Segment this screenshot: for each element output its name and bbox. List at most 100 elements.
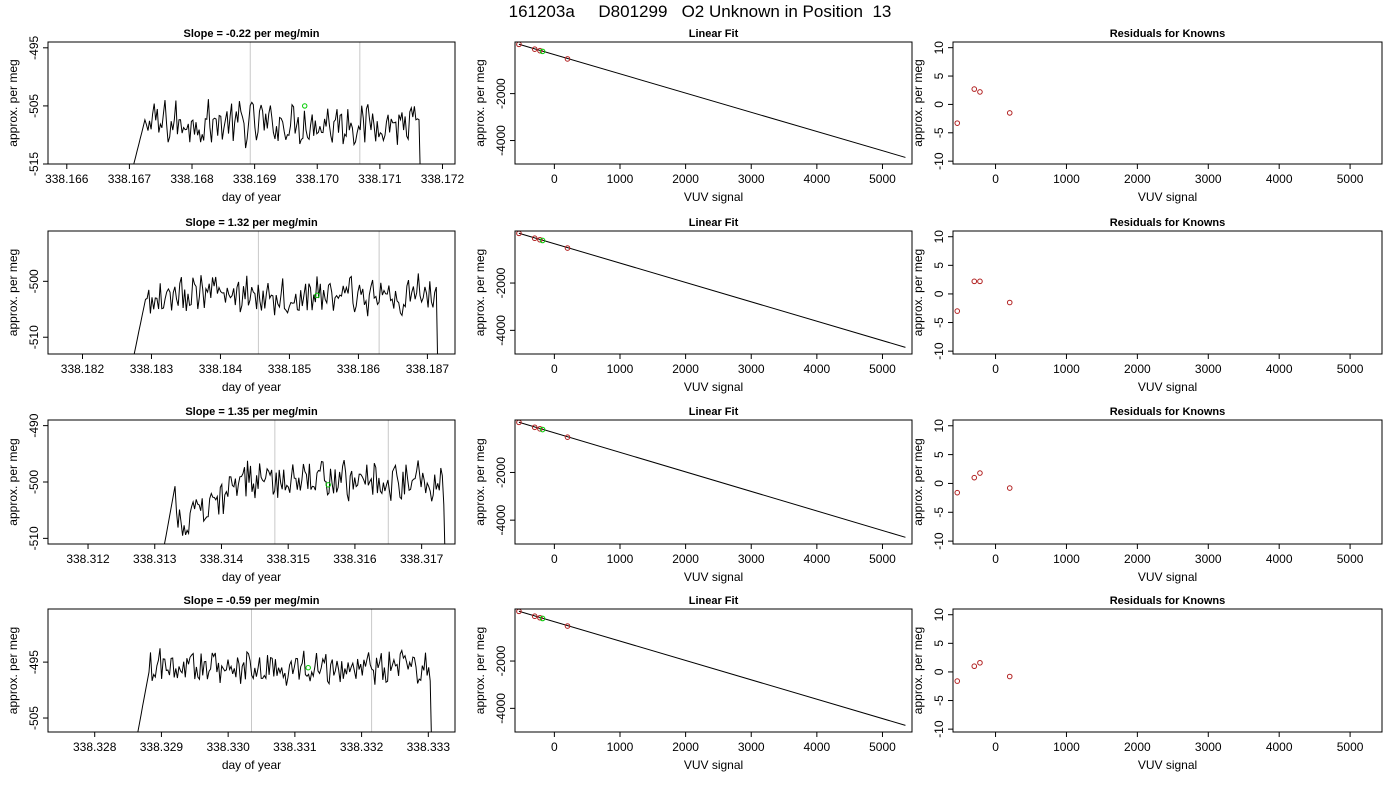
x-tick-label: 338.170	[296, 172, 340, 186]
x-tick-label: 5000	[869, 552, 896, 566]
x-tick-label: 338.328	[73, 740, 117, 754]
x-tick-label: 338.312	[66, 552, 110, 566]
x-tick-label: 0	[551, 362, 558, 376]
x-tick-label: 3000	[1195, 552, 1222, 566]
data-point	[531, 424, 538, 431]
highlight-point	[314, 292, 320, 298]
y-tick-label: 5	[932, 72, 946, 79]
x-tick-label: 4000	[803, 740, 830, 754]
x-tick-label: 338.168	[170, 172, 214, 186]
x-tick-label: 4000	[803, 552, 830, 566]
y-axis-label: approx. per meg	[473, 249, 487, 336]
data-point	[564, 623, 571, 629]
x-tick-label: 2000	[1124, 172, 1151, 186]
plot-area	[516, 231, 906, 348]
plot-area	[163, 420, 446, 544]
plot-frame	[47, 608, 456, 733]
y-tick-label: 10	[932, 608, 946, 622]
x-tick-label: 338.316	[333, 552, 377, 566]
x-tick-label: 1000	[607, 740, 634, 754]
x-tick-label: 338.330	[206, 740, 250, 754]
plot-area	[516, 42, 906, 158]
data-point	[537, 236, 543, 243]
y-tick-label: 5	[932, 451, 946, 458]
plot-area	[954, 659, 1013, 684]
x-tick-label: 1000	[1053, 172, 1080, 186]
y-tick-label: 0	[932, 668, 946, 675]
plot-area	[516, 420, 906, 538]
y-tick-label: 0	[932, 290, 946, 297]
data-point	[954, 308, 961, 314]
chart-panel-8: Linear Fit 0 1000 2000 3000 4000 5000 -2000 -400…	[473, 406, 913, 584]
chart-panel-12: Residuals for Knowns 0 1000 2000 3000 4000 500…	[911, 595, 1383, 772]
x-tick-label: 338.171	[358, 172, 402, 186]
plot-frame	[952, 230, 1383, 355]
y-axis-label: approx. per meg	[911, 627, 925, 714]
x-tick-label: 338.329	[140, 740, 184, 754]
x-tick-label: 3000	[738, 740, 765, 754]
x-tick-label: 338.185	[268, 362, 312, 376]
x-tick-label: 3000	[738, 172, 765, 186]
data-point	[954, 489, 961, 496]
chart-panel-9: Residuals for Knowns 0 1000 2000 3000 4000 500…	[911, 406, 1383, 584]
x-tick-label: 338.313	[133, 552, 177, 566]
plot-area	[516, 609, 906, 726]
x-tick-label: 338.314	[200, 552, 244, 566]
y-axis-label: approx. per meg	[6, 249, 20, 336]
data-point	[539, 426, 546, 433]
data-point	[537, 47, 543, 54]
y-axis-label: approx. per meg	[473, 438, 487, 525]
x-tick-label: 4000	[1266, 740, 1293, 754]
y-tick-label: -4000	[494, 315, 508, 346]
fit-line	[518, 232, 906, 348]
x-tick-label: 3000	[738, 552, 765, 566]
y-tick-label: -4000	[494, 693, 508, 724]
data-point	[531, 235, 538, 242]
chart-panel-2: Linear Fit 0 1000 2000 3000 4000 5000 -2000 -400…	[473, 28, 913, 204]
x-tick-label: 0	[992, 740, 999, 754]
chart-title: Residuals for Knowns	[1110, 595, 1226, 607]
data-point	[531, 613, 538, 620]
data-point	[537, 614, 543, 621]
x-tick-label: 2000	[672, 172, 699, 186]
chart-title: Slope = -0.59 per meg/min	[183, 595, 319, 607]
plot-frame	[514, 41, 913, 165]
data-point	[971, 663, 978, 670]
chart-panel-10: Slope = -0.59 per meg/min 338.328 338.329 3…	[6, 595, 456, 772]
x-tick-label: 338.332	[340, 740, 384, 754]
x-tick-label: 338.169	[233, 172, 277, 186]
plot-frame	[952, 41, 1383, 165]
series-line	[133, 99, 421, 164]
y-tick-label: 5	[932, 262, 946, 269]
chart-title: Slope = 1.32 per meg/min	[185, 217, 318, 229]
y-tick-label: 10	[932, 419, 946, 433]
x-tick-label: 1000	[1053, 740, 1080, 754]
x-tick-label: 338.331	[273, 740, 317, 754]
y-tick-label: -2000	[494, 78, 508, 109]
x-tick-label: 1000	[1053, 362, 1080, 376]
plot-area	[954, 470, 1013, 496]
x-tick-label: 0	[551, 172, 558, 186]
x-tick-label: 2000	[672, 552, 699, 566]
chart-title: Slope = 1.35 per meg/min	[185, 406, 318, 418]
x-axis-label: VUV signal	[684, 758, 743, 772]
y-axis-label: approx. per meg	[6, 59, 20, 146]
series-line	[133, 273, 438, 354]
data-point	[539, 48, 546, 55]
x-tick-label: 0	[992, 362, 999, 376]
plot-frame	[514, 230, 913, 355]
fit-line	[518, 421, 906, 538]
y-tick-label: -10	[932, 720, 946, 738]
plot-area	[954, 86, 1013, 126]
x-tick-label: 338.187	[406, 362, 450, 376]
data-point	[539, 237, 546, 244]
x-axis-label: VUV signal	[1138, 570, 1197, 584]
chart-title: Linear Fit	[689, 406, 739, 418]
x-tick-label: 2000	[1124, 740, 1151, 754]
plot-frame	[47, 41, 456, 165]
x-tick-label: 4000	[1266, 362, 1293, 376]
x-tick-label: 338.167	[108, 172, 152, 186]
x-tick-label: 2000	[1124, 552, 1151, 566]
y-tick-label: -515	[27, 152, 41, 176]
y-axis-label: approx. per meg	[911, 249, 925, 336]
